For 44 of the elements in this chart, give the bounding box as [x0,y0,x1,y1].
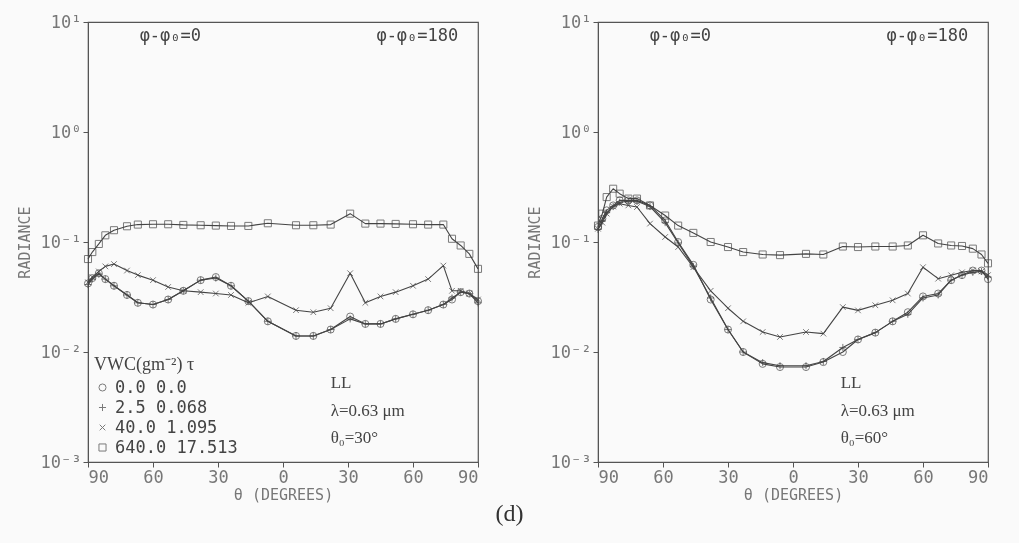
x-tick-label: 30 [718,466,739,487]
x-tick-label: 60 [403,466,424,487]
x-tick-label: 30 [338,466,359,487]
annotation: φ-φ₀=0 [139,24,202,45]
y-tick-label: 10⁻² [550,341,592,362]
legend-label: 640.0 17.513 [115,436,238,457]
legend-label: 0.0 0.0 [115,376,187,397]
legend-title: VWC(gm⁻²) τ [94,354,195,375]
x-tick-label: 90 [968,466,989,487]
annotation: λ=0.63 μm [840,401,915,421]
y-tick-label: 10⁻¹ [40,231,82,252]
y-tick-label: 10⁻¹ [550,231,592,252]
x-tick-label: 90 [88,466,109,487]
annotation: φ-φ₀=180 [376,24,459,45]
annotation: LL [840,373,862,393]
y-tick-label: 10¹ [50,11,82,32]
x-tick-label: 30 [848,466,869,487]
annotation: λ=0.63 μm [330,401,405,421]
y-tick-label: 10⁰ [50,121,82,142]
legend-label: 2.5 0.068 [115,396,208,417]
y-axis-title: RADIANCE [525,206,544,279]
x-tick-label: 0 [788,466,799,487]
x-tick-label: 90 [458,466,479,487]
annotation: θ₀=60° [840,428,889,448]
x-axis-title: θ (DEGREES) [743,485,844,504]
annotation: LL [330,373,352,393]
annotation: φ-φ₀=180 [886,24,969,45]
y-tick-label: 10⁰ [560,121,592,142]
x-tick-label: 0 [278,466,289,487]
annotation: φ-φ₀=0 [649,24,712,45]
y-tick-label: 10¹ [560,11,592,32]
x-tick-label: 60 [653,466,674,487]
x-tick-label: 30 [208,466,229,487]
x-tick-label: 90 [598,466,619,487]
x-tick-label: 60 [143,466,164,487]
y-tick-label: 10⁻² [40,341,82,362]
x-axis-title: θ (DEGREES) [233,485,334,504]
text: (d) [495,500,524,526]
legend-label: 40.0 1.095 [115,416,218,437]
annotation: θ₀=30° [330,428,379,448]
x-tick-label: 60 [913,466,934,487]
y-axis-title: RADIANCE [15,206,34,279]
y-tick-label: 10⁻³ [550,451,592,472]
y-tick-label: 10⁻³ [40,451,82,472]
